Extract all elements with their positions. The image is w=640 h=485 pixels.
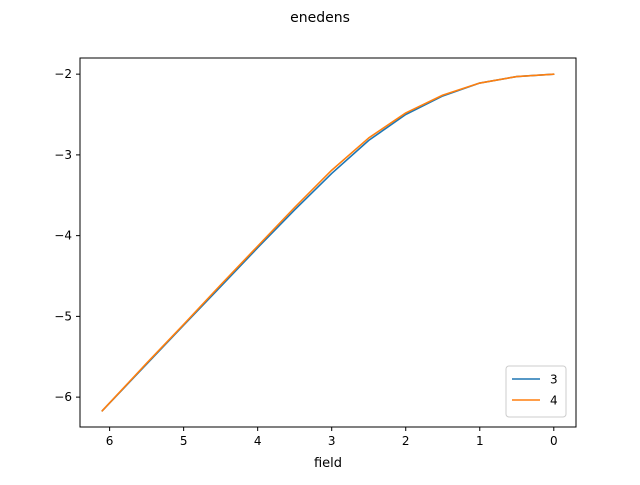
x-axis-label: field: [314, 456, 342, 471]
series-line-3: [101, 73, 555, 412]
x-axis: 6 5 4 3 2 1 0: [106, 427, 558, 448]
y-tick-label: −5: [54, 309, 72, 323]
x-tick-label: 6: [106, 434, 114, 448]
y-tick-label: −3: [54, 148, 72, 162]
y-axis: −2 −3 −4 −5 −6: [54, 67, 80, 404]
x-tick-label: 4: [254, 434, 262, 448]
x-tick-label: 2: [402, 434, 410, 448]
y-tick-label: −2: [54, 67, 72, 81]
x-tick-label: 5: [180, 434, 188, 448]
legend: 34: [505, 365, 567, 418]
x-tick-label: 1: [476, 434, 484, 448]
series-line-4: [101, 73, 555, 412]
y-tick-label: −4: [54, 229, 72, 243]
plot-area-frame: [79, 57, 577, 428]
legend-label-4: 4: [550, 394, 558, 408]
x-tick-label: 0: [550, 434, 558, 448]
y-tick-label: −6: [54, 390, 72, 404]
plot-lines: [101, 73, 555, 412]
x-tick-label: 3: [328, 434, 336, 448]
chart-title: enedens: [290, 10, 350, 26]
legend-label-3: 3: [550, 373, 558, 387]
